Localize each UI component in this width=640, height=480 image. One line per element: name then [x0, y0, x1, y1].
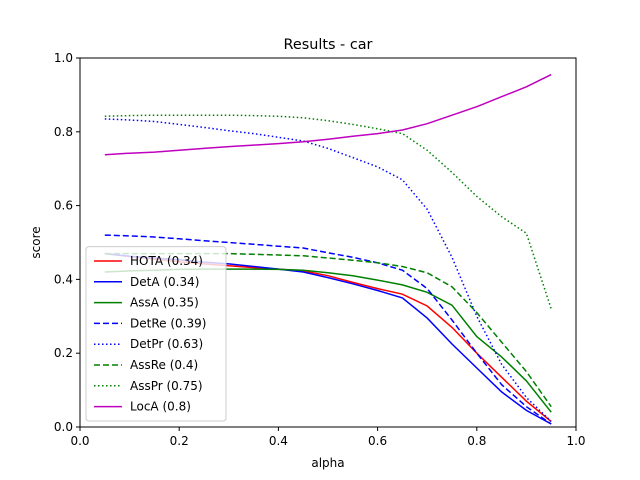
x-tick-label: 0.8 [467, 434, 486, 448]
legend-label-1: DetA (0.34) [130, 275, 199, 289]
legend-label-2: AssA (0.35) [130, 296, 199, 310]
legend: HOTA (0.34) DetA (0.34) AssA (0.35) DetRe (… [86, 247, 226, 421]
y-tick-label: 0.6 [54, 199, 73, 213]
y-tick-label: 0.4 [54, 272, 73, 286]
chart-title: Results - car [284, 37, 373, 53]
x-tick-label: 1.0 [566, 434, 585, 448]
legend-label-7: LocA (0.8) [130, 400, 191, 414]
x-axis-label: alpha [311, 456, 344, 470]
line-chart: Results - car 0.0 0.2 0.4 0.6 0.8 1.0 0.0 0.2 0.… [0, 0, 640, 480]
x-tick-label: 0.2 [170, 434, 189, 448]
x-tick-label: 0.4 [269, 434, 288, 448]
legend-label-6: AssPr (0.75) [130, 379, 203, 393]
legend-label-5: AssRe (0.4) [130, 358, 198, 372]
y-tick-label: 0.0 [54, 420, 73, 434]
x-tick-label: 0.0 [70, 434, 89, 448]
legend-label-0: HOTA (0.34) [130, 254, 203, 268]
y-tick-label: 0.2 [54, 346, 73, 360]
y-tick-label: 1.0 [54, 51, 73, 65]
legend-label-3: DetRe (0.39) [130, 316, 206, 330]
x-tick-label: 0.6 [368, 434, 387, 448]
legend-label-4: DetPr (0.63) [130, 337, 203, 351]
y-tick-label: 0.8 [54, 125, 73, 139]
legend-box [86, 247, 226, 421]
y-axis-label: score [29, 226, 43, 258]
